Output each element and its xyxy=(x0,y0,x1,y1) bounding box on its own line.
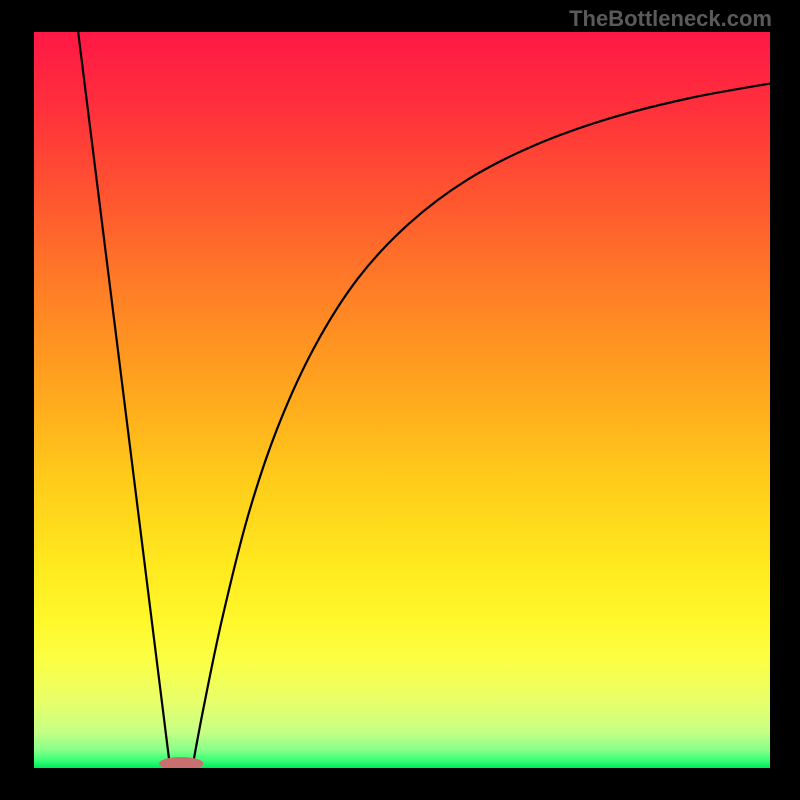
optimal-marker xyxy=(159,757,203,768)
chart-container: TheBottleneck.com xyxy=(0,0,800,800)
plot-area xyxy=(34,32,770,768)
watermark-text: TheBottleneck.com xyxy=(569,6,772,32)
bottleneck-curve xyxy=(78,32,770,768)
chart-overlay-svg xyxy=(34,32,770,768)
